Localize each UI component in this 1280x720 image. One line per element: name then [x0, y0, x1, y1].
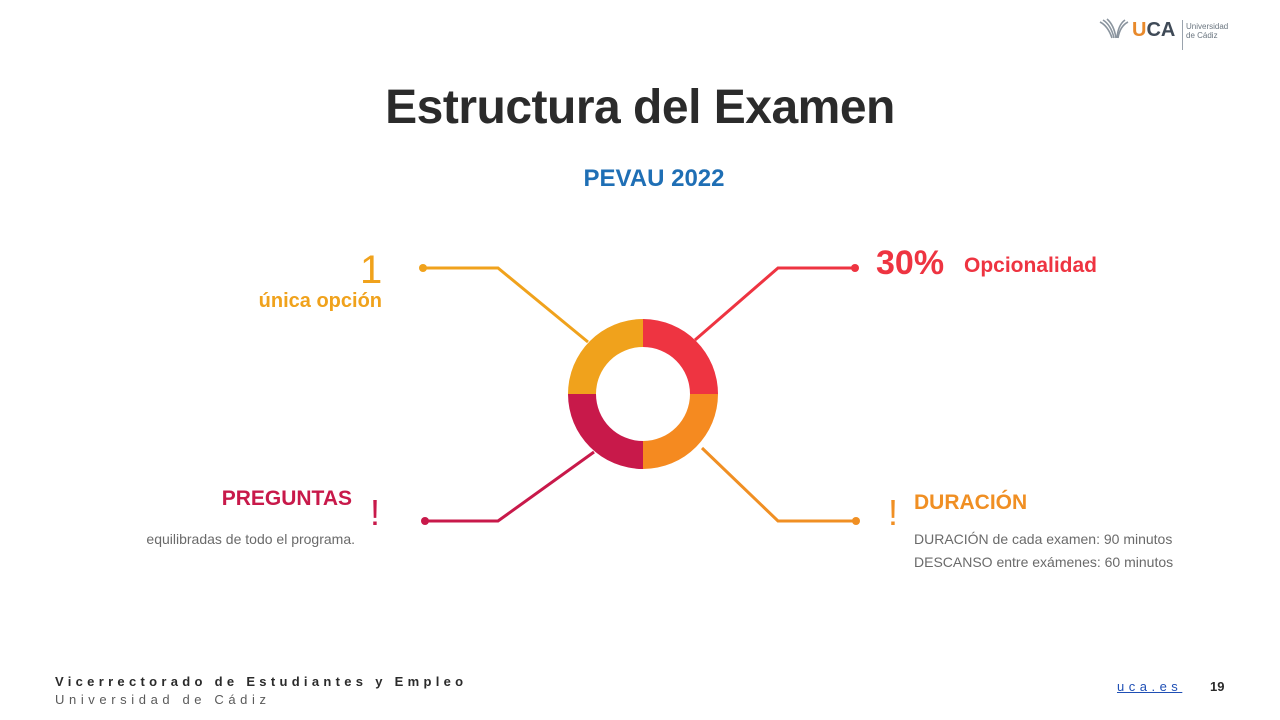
ring-segment-top-left: [568, 319, 643, 394]
footer-vicerrectorado: Vicerrectorado de Estudiantes y Empleo: [55, 674, 468, 689]
page-number: 19: [1210, 679, 1225, 694]
unica-number: 1: [360, 248, 383, 292]
preguntas-label: PREGUNTAS: [221, 487, 352, 510]
connector-top-right: [694, 264, 859, 342]
duracion-label: DURACIÓN: [914, 491, 1028, 514]
uca-logo[interactable]: UCA Universidad de Cádiz: [1098, 16, 1248, 56]
exclamation-icon-preguntas: !: [370, 492, 381, 533]
duracion-break-line: DESCANSO entre exámenes: 60 minutos: [914, 554, 1174, 570]
uca-website-link[interactable]: uca.es: [1117, 679, 1183, 694]
ring-segment-top-right: [643, 319, 718, 394]
laurel-icon: [1099, 18, 1129, 39]
ring-segment-bottom-left: [568, 394, 643, 469]
logo-wordmark: UCA: [1132, 19, 1176, 41]
connector-bottom-left: [421, 450, 595, 525]
connector-bottom-right: [700, 446, 860, 525]
unica-label: única opción: [258, 290, 382, 312]
logo-university-name: Universidad de Cádiz: [1186, 22, 1229, 40]
duracion-exam-line: DURACIÓN de cada examen: 90 minutos: [914, 531, 1173, 547]
connector-top-left: [419, 264, 589, 344]
slide-subtitle: PEVAU 2022: [583, 165, 725, 192]
logo-divider: [1182, 20, 1183, 50]
slide-title: Estructura del Examen: [385, 81, 895, 134]
exclamation-icon-duracion: !: [888, 492, 899, 533]
ring-segment-bottom-right: [643, 394, 718, 469]
opcionalidad-label: Opcionalidad: [964, 254, 1098, 277]
opcionalidad-percent: 30%: [876, 244, 945, 282]
footer-university: Universidad de Cádiz: [55, 692, 271, 707]
preguntas-description: equilibradas de todo el programa.: [146, 531, 355, 547]
